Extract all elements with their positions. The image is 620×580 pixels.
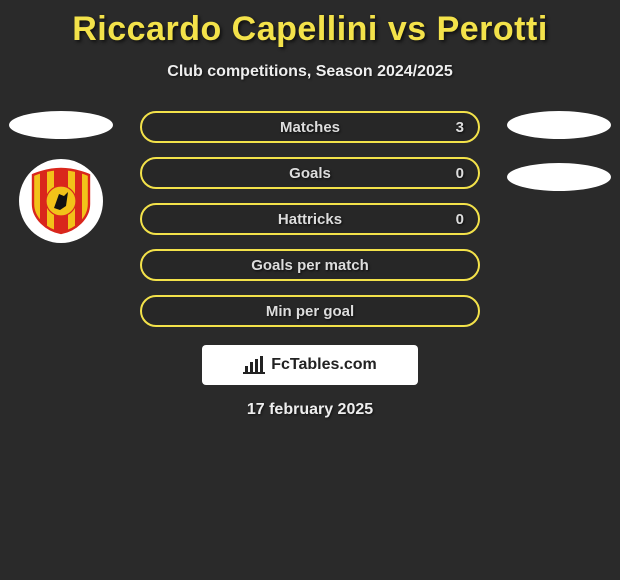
stat-row-min-per-goal: Min per goal	[140, 295, 480, 327]
stat-label: Goals	[289, 165, 331, 182]
stat-row-goals: Goals 0	[140, 157, 480, 189]
club-badge-left	[19, 159, 103, 243]
stat-row-matches: Matches 3	[140, 111, 480, 143]
player-left-marker	[9, 111, 113, 139]
player-right-column	[504, 111, 614, 191]
snapshot-date: 17 february 2025	[0, 401, 620, 419]
stat-row-hattricks: Hattricks 0	[140, 203, 480, 235]
stat-label: Hattricks	[278, 211, 342, 228]
stat-label: Matches	[280, 119, 340, 136]
benevento-crest-icon	[26, 166, 96, 236]
source-badge-label: FcTables.com	[271, 356, 377, 374]
bar-chart-icon	[243, 356, 265, 374]
stat-right-value: 3	[456, 119, 464, 136]
stat-label: Goals per match	[251, 257, 369, 274]
player-right-marker-2	[507, 163, 611, 191]
stat-right-value: 0	[456, 165, 464, 182]
page-title: Riccardo Capellini vs Perotti	[0, 0, 620, 49]
stat-rows: Matches 3 Goals 0 Hattricks 0 Goals per …	[140, 111, 480, 327]
comparison-area: Matches 3 Goals 0 Hattricks 0 Goals per …	[0, 111, 620, 419]
stat-right-value: 0	[456, 211, 464, 228]
source-badge[interactable]: FcTables.com	[202, 345, 418, 385]
page-subtitle: Club competitions, Season 2024/2025	[0, 63, 620, 81]
stat-label: Min per goal	[266, 303, 354, 320]
player-right-marker-1	[507, 111, 611, 139]
stat-row-goals-per-match: Goals per match	[140, 249, 480, 281]
player-left-column	[6, 111, 116, 243]
